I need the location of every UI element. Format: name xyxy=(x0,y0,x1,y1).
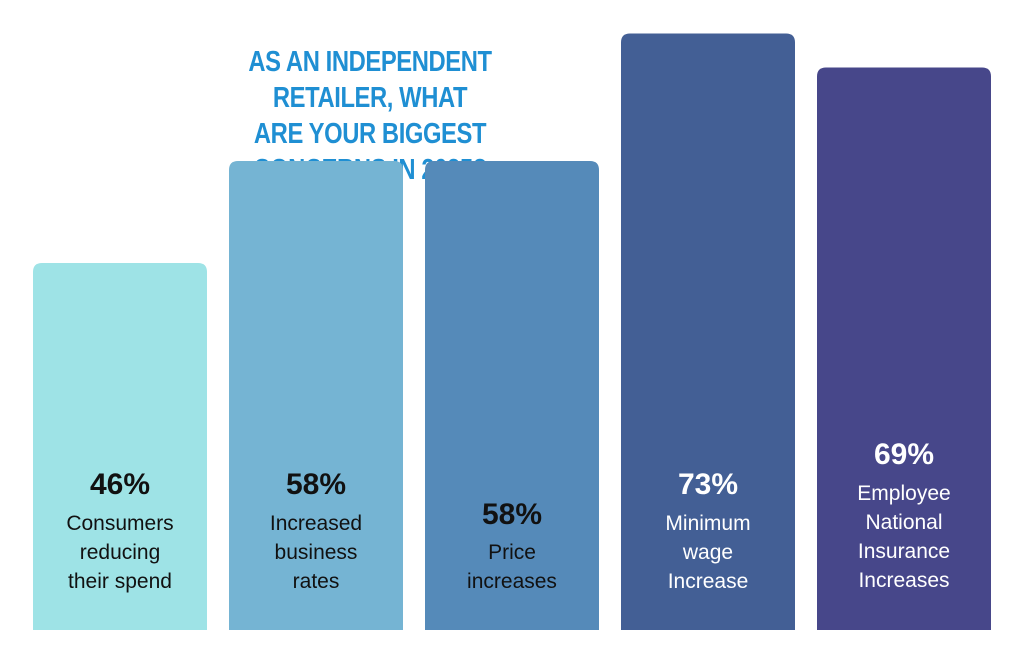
bar-group-5: 69% Employee National Insurance Increases xyxy=(817,67,991,630)
bar-category-label: Insurance xyxy=(858,540,950,563)
bar-1 xyxy=(33,263,207,630)
bar-value-label: 58% xyxy=(286,468,346,501)
bar-group-4: 73% Minimum wage Increase xyxy=(621,33,795,630)
bar-category-label: business xyxy=(275,541,358,564)
bar-category-label: their spend xyxy=(68,570,172,593)
bar-category-label: Consumers xyxy=(66,512,173,535)
bar-group-2: 58% Increased business rates xyxy=(229,161,403,630)
bar-category-label: National xyxy=(865,511,942,534)
bar-category-label: wage xyxy=(682,541,733,564)
bar-2 xyxy=(229,161,403,630)
bar-value-label: 58% xyxy=(482,498,542,531)
bar-category-label: Minimum xyxy=(665,512,750,535)
bar-5 xyxy=(817,67,991,630)
bar-category-label: Increased xyxy=(270,512,362,535)
bar-category-label: Employee xyxy=(857,482,950,505)
bar-value-label: 69% xyxy=(874,438,934,471)
bar-category-label: reducing xyxy=(80,541,161,564)
bar-3 xyxy=(425,161,599,630)
bar-category-label: Increases xyxy=(858,569,949,592)
bar-4 xyxy=(621,33,795,630)
chart-title-line-1: AS AN INDEPENDENT RETAILER, WHAT xyxy=(248,46,492,114)
bar-category-label: rates xyxy=(293,570,340,593)
bar-category-label: Price xyxy=(488,541,536,564)
bar-value-label: 73% xyxy=(678,468,738,501)
bar-value-label: 46% xyxy=(90,468,150,501)
bar-category-label: Increase xyxy=(668,570,749,593)
bar-category-label: increases xyxy=(467,570,557,593)
bar-group-1: 46% Consumers reducing their spend xyxy=(33,263,207,630)
bar-group-3: 58% Price increases xyxy=(425,161,599,630)
